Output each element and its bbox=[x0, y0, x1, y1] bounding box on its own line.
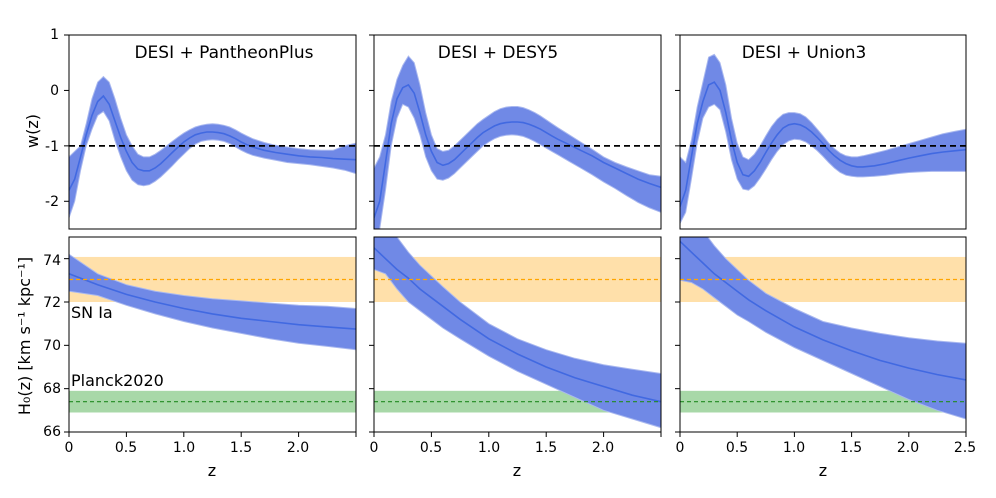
x-tick-label: 2.0 bbox=[592, 440, 614, 456]
w-mean-curve bbox=[374, 83, 661, 219]
panel-3-h0-plot bbox=[680, 237, 966, 420]
x-tick-label: 1.0 bbox=[783, 440, 805, 456]
panel-2-bottom-frame bbox=[373, 236, 662, 433]
bottom-y-tick-label: 74 bbox=[43, 253, 61, 269]
w-mean-curve bbox=[69, 94, 356, 191]
panel-3-x-tick-labels: 0 0.5 1.0 1.5 2.0 2.5 bbox=[676, 440, 977, 456]
panel-3-w-plot bbox=[680, 53, 966, 224]
panel-1-bottom-frame bbox=[68, 236, 357, 433]
x-axis-title: z bbox=[513, 461, 521, 480]
x-tick-label: 1.0 bbox=[478, 440, 500, 456]
panel-1-title: DESI + PantheonPlus bbox=[134, 43, 313, 63]
x-tick-label: 2.0 bbox=[897, 440, 919, 456]
panel-2-x-tick-labels: 0 0.5 1.0 1.5 2.0 bbox=[370, 440, 615, 456]
panel-2-w-plot bbox=[374, 55, 661, 229]
panel-1-w-plot bbox=[69, 75, 356, 219]
bottom-y-tick-label: 68 bbox=[43, 381, 61, 397]
h0-mean-curve bbox=[374, 247, 661, 403]
x-tick-label: 2.5 bbox=[954, 440, 976, 456]
x-tick-label: 0.5 bbox=[115, 440, 137, 456]
x-tick-label: 1.5 bbox=[230, 440, 252, 456]
h0-axis-title: H₀(z) [km s⁻¹ kpc⁻¹] bbox=[15, 257, 34, 415]
w-confidence-band bbox=[374, 55, 661, 229]
panel-1-top-frame bbox=[68, 34, 357, 230]
x-tick-label: 0.5 bbox=[726, 440, 748, 456]
h0-mean-curve bbox=[69, 273, 356, 330]
h0-mean-curve bbox=[680, 240, 966, 381]
plot-area bbox=[64, 34, 967, 437]
planck2020-label: Planck2020 bbox=[71, 371, 164, 390]
bottom-y-tick-label: 66 bbox=[43, 424, 61, 440]
x-axis-title: z bbox=[819, 461, 827, 480]
w-confidence-band bbox=[680, 53, 966, 224]
sn-ia-label: SN Ia bbox=[71, 303, 113, 322]
top-y-tick-label: -2 bbox=[45, 194, 59, 210]
w-axis-title: w(z) bbox=[23, 114, 42, 148]
x-tick-label: 0 bbox=[370, 440, 379, 456]
w-mean-curve bbox=[680, 81, 966, 208]
x-tick-label: 1.5 bbox=[535, 440, 557, 456]
bottom-y-tick-labels: 74 72 70 68 66 bbox=[43, 253, 61, 440]
top-y-tick-labels: 1 0 -1 -2 bbox=[45, 27, 59, 210]
top-y-tick-label: 0 bbox=[50, 83, 59, 99]
x-tick-label: 1.5 bbox=[840, 440, 862, 456]
h0-confidence-band bbox=[374, 237, 661, 429]
panel-2-h0-plot bbox=[374, 237, 661, 429]
x-tick-label: 1.0 bbox=[173, 440, 195, 456]
x-tick-label: 2.0 bbox=[287, 440, 309, 456]
x-tick-label: 0.5 bbox=[420, 440, 442, 456]
top-y-tick-label: -1 bbox=[45, 139, 59, 155]
bottom-y-tick-label: 70 bbox=[43, 338, 61, 354]
top-y-tick-label: 1 bbox=[50, 27, 59, 43]
w-confidence-band bbox=[69, 75, 356, 219]
h0-confidence-band bbox=[69, 253, 356, 351]
x-axis-title: z bbox=[208, 461, 216, 480]
panel-2-title: DESI + DESY5 bbox=[438, 43, 559, 63]
panel-2-top-frame bbox=[373, 34, 662, 230]
panel-3-title: DESI + Union3 bbox=[742, 43, 867, 63]
panel-3-top-frame bbox=[679, 34, 967, 230]
x-tick-label: 0 bbox=[65, 440, 74, 456]
panel-1-h0-plot bbox=[69, 253, 356, 413]
panel-1-x-tick-labels: 0 0.5 1.0 1.5 2.0 bbox=[65, 440, 310, 456]
panel-3-bottom-frame bbox=[679, 236, 967, 433]
x-tick-label: 0 bbox=[676, 440, 685, 456]
bottom-y-tick-label: 72 bbox=[43, 295, 61, 311]
h0-confidence-band bbox=[680, 237, 966, 420]
